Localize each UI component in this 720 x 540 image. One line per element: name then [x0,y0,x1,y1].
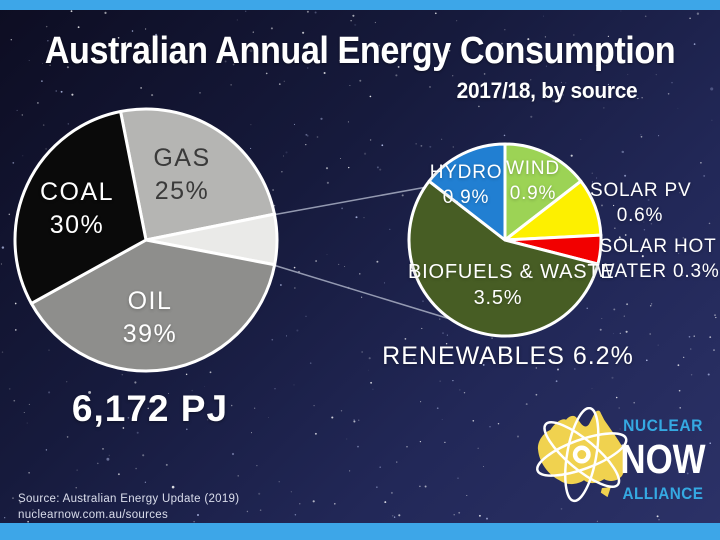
pie-slice-biofuels-waste [407,179,600,338]
hydro-pct: 0.9% [442,187,490,209]
gas-pct: 25% [154,177,210,205]
solar-pv-label: SOLAR PV [590,180,692,201]
logo-text-alliance: ALLIANCE [622,484,704,503]
australia-map-atom-logo [536,407,628,503]
pie-slice-wind [503,142,583,242]
solar-pv-pct: 0.6% [616,205,664,227]
bottom-border-bar [0,523,720,540]
wind-pct: 0.9% [509,183,557,205]
coal-label: COAL [39,178,115,206]
oil-pct: 39% [122,320,178,348]
connector-line-top [274,186,425,216]
page-title: Australian Annual Energy Consumption [44,30,676,72]
pie-slice-oil [29,238,277,373]
hydro-slice-label: HYDRO 0.9% [416,160,516,210]
source-attribution: Source: Australian Energy Update (2019) … [18,492,239,523]
source-line2: nuclearnow.com.au/sources [18,508,169,521]
coal-slice-label: COAL 30% [27,176,127,242]
atom-icon [536,407,628,503]
top-border-bar [0,0,720,10]
solar-hot-water-pct: WATER 0.3% [596,261,720,283]
pie-slice-gas [119,107,276,242]
total-energy-value: 6,172 PJ [71,388,229,429]
main-pie-chart [13,107,279,373]
pie-slice-coal [13,109,148,305]
wind-label: WIND [506,158,560,179]
source-line1: Source: Australian Energy Update (2019) [18,493,240,505]
solar-pv-slice-label: SOLAR PV 0.6% [590,178,692,228]
logo-text-now: NOW [620,436,706,482]
solar-hot-water-label: SOLAR HOT [599,236,717,257]
biofuels-label: BIOFUELS & WASTE [408,261,615,283]
oil-label: OIL [127,287,173,315]
coal-pct: 30% [49,211,105,239]
logo-text-nuclear: NUCLEAR [623,416,703,435]
renewables-pie-chart [407,142,603,338]
gas-label: GAS [153,144,211,172]
biofuels-pct: 3.5% [473,287,523,310]
wind-slice-label: WIND 0.9% [483,156,583,206]
connector-line-bottom [274,264,451,320]
biofuels-slice-label: BIOFUELS & WASTE 3.5% [408,259,614,312]
renewables-total-label: RENEWABLES 6.2% [382,342,634,370]
oil-slice-label: OIL 39% [100,285,200,351]
page-subtitle: 2017/18, by source [456,78,638,103]
hydro-label: HYDRO [429,162,503,183]
gas-slice-label: GAS 25% [132,142,232,208]
pie-slice-hydro [427,142,507,242]
solar-hot-water-slice-label: SOLAR HOT WATER 0.3% [593,234,720,284]
